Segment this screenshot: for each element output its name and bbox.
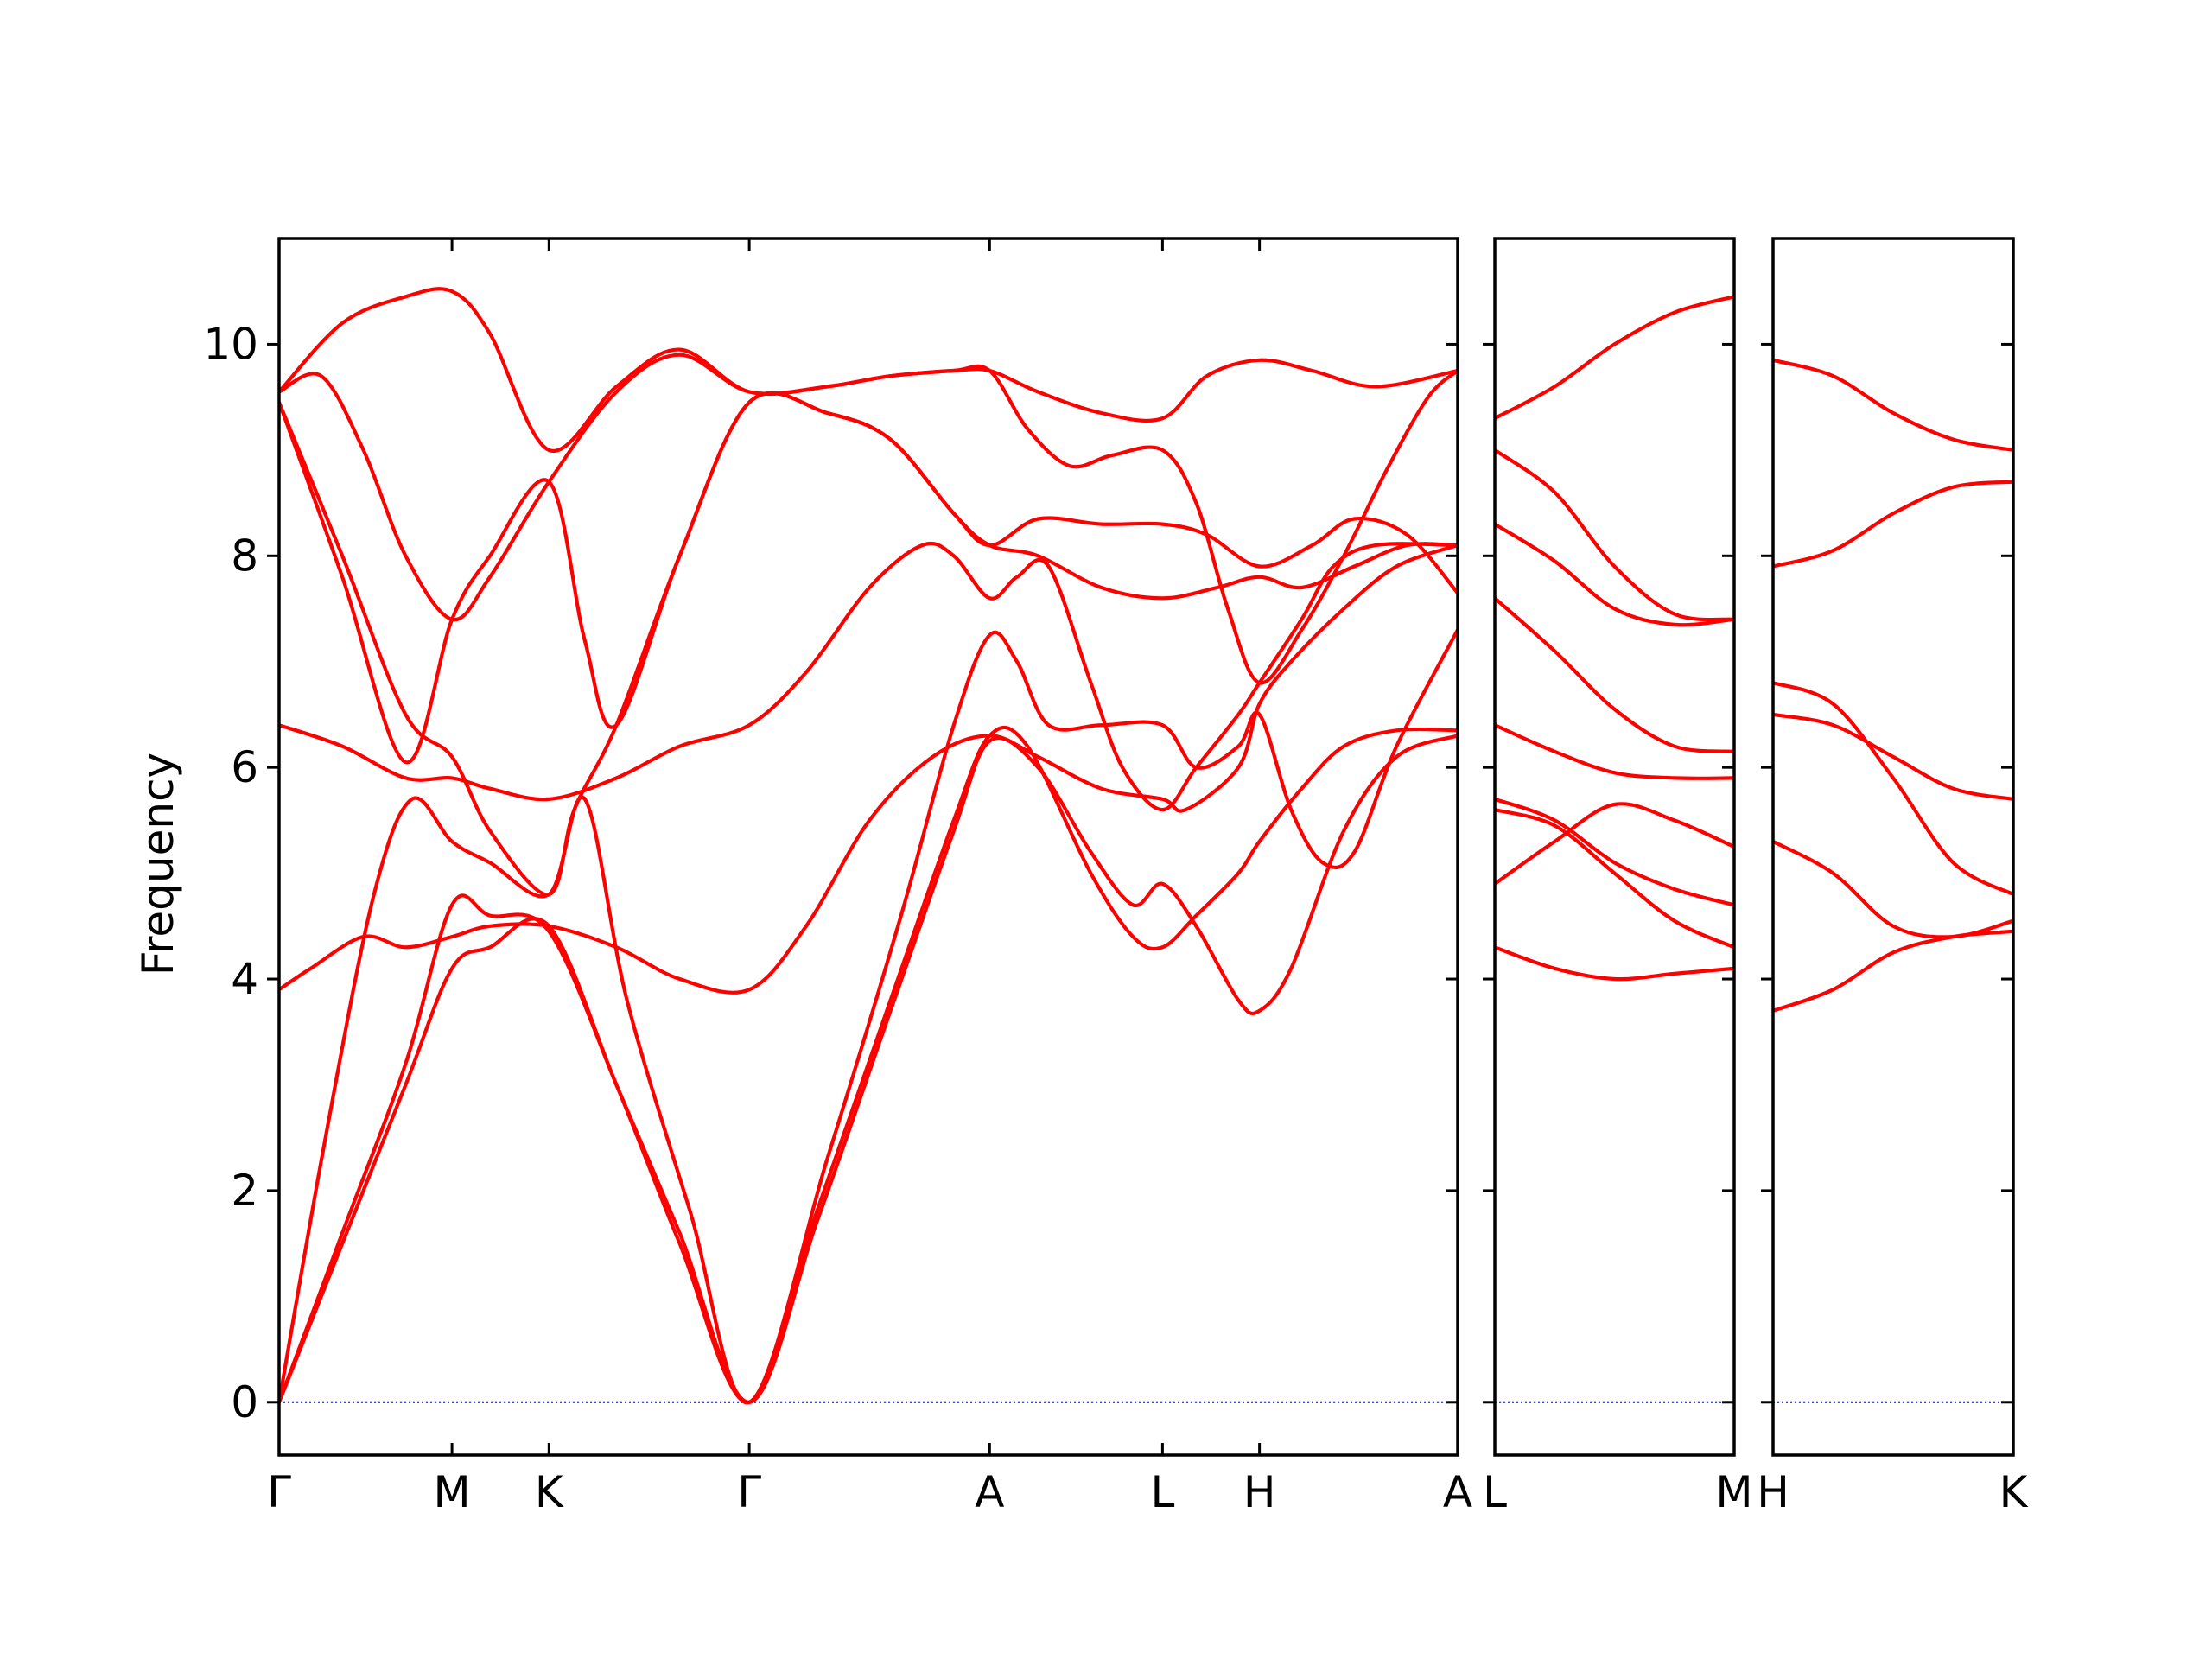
band-line-7 bbox=[1495, 522, 1734, 627]
band-line-2 bbox=[279, 725, 1458, 1404]
x-tick-label: A bbox=[975, 1467, 1004, 1517]
band-line-8 bbox=[279, 353, 1458, 685]
x-tick-label: H bbox=[1757, 1467, 1789, 1517]
x-tick-label: H bbox=[1243, 1467, 1276, 1517]
band-line-1 bbox=[1495, 945, 1734, 982]
band-line-4 bbox=[279, 543, 1458, 995]
y-tick-label: 4 bbox=[231, 954, 258, 1004]
band-group bbox=[1773, 358, 2013, 1013]
band-line-2 bbox=[1495, 808, 1734, 950]
x-tick-label: M bbox=[434, 1467, 471, 1517]
y-tick-label: 0 bbox=[231, 1377, 258, 1427]
x-tick-label: K bbox=[535, 1467, 564, 1517]
band-line-1 bbox=[279, 734, 1458, 1404]
y-tick-label: 6 bbox=[231, 742, 258, 792]
band-group bbox=[279, 287, 1458, 1405]
band-line-5 bbox=[1495, 723, 1734, 780]
band-line-9 bbox=[1495, 295, 1734, 421]
band-line-9 bbox=[279, 287, 1458, 454]
panel-frame bbox=[1493, 237, 1736, 1457]
x-tick-label: L bbox=[1483, 1467, 1507, 1517]
panel-frame bbox=[277, 237, 1459, 1457]
band-line-5 bbox=[279, 541, 1458, 812]
x-tick-label: M bbox=[1715, 1467, 1752, 1517]
y-axis-label: Frequency bbox=[133, 753, 183, 976]
band-line-8 bbox=[1495, 448, 1734, 622]
x-tick-label: Γ bbox=[737, 1467, 761, 1517]
band-line-3 bbox=[1495, 797, 1734, 907]
band-line-6 bbox=[1495, 596, 1734, 753]
band-line-4 bbox=[1773, 712, 2013, 801]
band-line-6 bbox=[1773, 358, 2013, 452]
panel-1: Γ M K Γ A L H A 0 2 4 6 8 10 bbox=[203, 237, 1472, 1517]
band-line-3 bbox=[279, 627, 1458, 1405]
band-line-5 bbox=[1773, 480, 2013, 569]
x-tick-label: A bbox=[1443, 1467, 1472, 1517]
y-tick-label: 8 bbox=[231, 531, 258, 581]
x-tick-label: L bbox=[1150, 1467, 1174, 1517]
x-tick-label: Γ bbox=[267, 1467, 291, 1517]
x-tick-label: K bbox=[1999, 1467, 2029, 1517]
y-tick-label: 2 bbox=[231, 1166, 258, 1216]
band-line-4 bbox=[1495, 802, 1734, 886]
band-line-3 bbox=[1773, 681, 2013, 897]
band-line-7 bbox=[279, 391, 1458, 765]
panel-frame bbox=[1771, 237, 2015, 1457]
band-line-2 bbox=[1773, 839, 2013, 939]
band-group bbox=[1495, 295, 1734, 982]
band-line-1 bbox=[1773, 929, 2013, 1013]
y-tick-label: 10 bbox=[203, 319, 258, 369]
